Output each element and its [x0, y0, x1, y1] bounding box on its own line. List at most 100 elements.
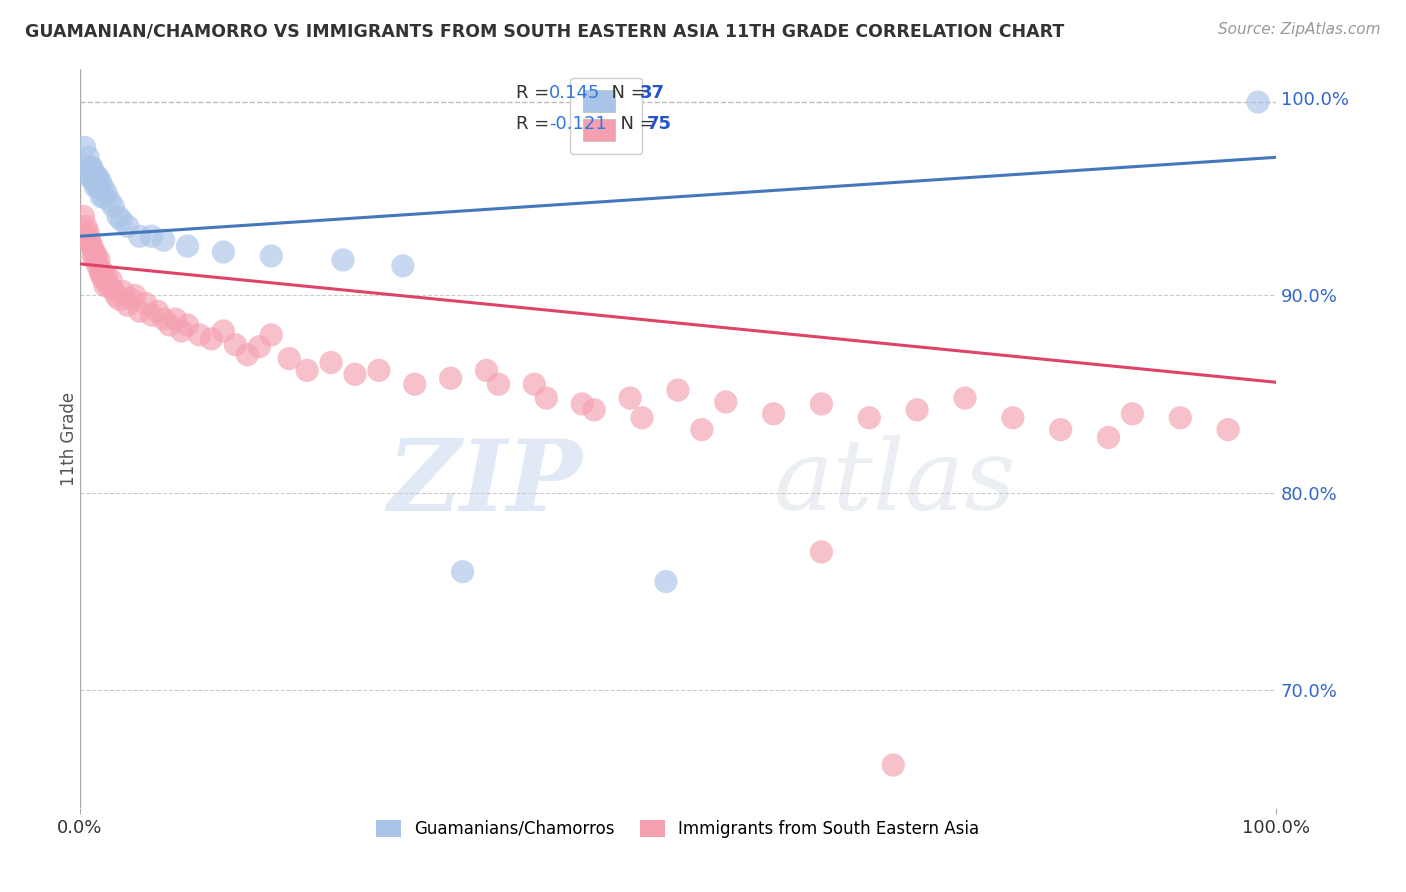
Point: [79, 237, 101, 252]
Point: [152, 312, 174, 326]
Point: [111, 213, 134, 227]
Point: [89, 174, 111, 188]
Point: [236, 348, 259, 362]
Text: R =: R =: [516, 115, 555, 133]
Point: [475, 363, 498, 377]
Point: [79, 169, 101, 184]
Point: [332, 252, 354, 267]
Point: [87, 259, 110, 273]
Point: [165, 312, 187, 326]
Point: [141, 229, 163, 244]
Point: [128, 229, 150, 244]
Point: [159, 318, 181, 332]
Point: [278, 351, 301, 366]
Point: [152, 233, 174, 247]
Point: [141, 308, 163, 322]
Point: [97, 278, 120, 293]
Point: [762, 407, 785, 421]
Point: [260, 249, 283, 263]
Point: [82, 249, 104, 263]
Point: [1049, 423, 1071, 437]
Point: [91, 180, 114, 194]
Point: [84, 252, 107, 267]
Point: [367, 363, 389, 377]
Point: [80, 160, 103, 174]
Point: [124, 288, 146, 302]
Point: [79, 233, 101, 247]
Text: GUAMANIAN/CHAMORRO VS IMMIGRANTS FROM SOUTH EASTERN ASIA 11TH GRADE CORRELATION : GUAMANIAN/CHAMORRO VS IMMIGRANTS FROM SO…: [25, 22, 1064, 40]
Point: [91, 265, 114, 279]
Point: [117, 298, 139, 312]
Point: [79, 160, 101, 174]
Point: [84, 180, 107, 194]
Point: [631, 410, 654, 425]
Point: [93, 273, 115, 287]
Point: [90, 268, 112, 283]
Point: [571, 397, 593, 411]
Point: [1247, 95, 1270, 109]
Point: [96, 268, 118, 283]
Point: [73, 140, 96, 154]
Point: [135, 296, 157, 310]
Point: [89, 265, 111, 279]
Point: [98, 194, 121, 208]
Point: [83, 174, 105, 188]
Point: [488, 377, 510, 392]
Text: atlas: atlas: [773, 435, 1017, 531]
Point: [224, 337, 246, 351]
Point: [451, 565, 474, 579]
Point: [111, 285, 134, 299]
Point: [108, 293, 131, 307]
Point: [103, 200, 125, 214]
Point: [176, 239, 198, 253]
Point: [87, 169, 110, 184]
Point: [1121, 407, 1143, 421]
Point: [1216, 423, 1239, 437]
Point: [1097, 430, 1119, 444]
Text: ZIP: ZIP: [387, 434, 582, 531]
Point: [319, 355, 342, 369]
Point: [260, 327, 283, 342]
Point: [79, 160, 101, 174]
Point: [714, 395, 737, 409]
Point: [72, 210, 94, 224]
Point: [104, 288, 127, 302]
Text: Source: ZipAtlas.com: Source: ZipAtlas.com: [1218, 22, 1381, 37]
Point: [77, 225, 100, 239]
Point: [82, 169, 104, 184]
Point: [87, 180, 110, 194]
Point: [77, 150, 100, 164]
Point: [655, 574, 678, 589]
Point: [536, 391, 558, 405]
Point: [75, 219, 97, 234]
Point: [87, 180, 110, 194]
Point: [882, 758, 904, 772]
Point: [80, 239, 103, 253]
Point: [212, 245, 235, 260]
Point: [96, 186, 118, 200]
Point: [80, 169, 103, 184]
Point: [1001, 410, 1024, 425]
Point: [404, 377, 426, 392]
Legend: Guamanians/Chamorros, Immigrants from South Eastern Asia: Guamanians/Chamorros, Immigrants from So…: [370, 813, 986, 845]
Text: N =: N =: [609, 115, 659, 133]
Point: [295, 363, 318, 377]
Point: [188, 327, 211, 342]
Point: [176, 318, 198, 332]
Point: [583, 402, 606, 417]
Point: [83, 166, 105, 180]
Point: [810, 397, 832, 411]
Text: N =: N =: [600, 84, 651, 102]
Point: [953, 391, 976, 405]
Point: [212, 324, 235, 338]
Text: 37: 37: [640, 84, 665, 102]
Point: [117, 219, 139, 234]
Point: [90, 190, 112, 204]
Point: [690, 423, 713, 437]
Point: [128, 304, 150, 318]
Point: [247, 340, 270, 354]
Point: [94, 278, 117, 293]
Point: [170, 324, 193, 338]
Point: [905, 402, 928, 417]
Text: 0.145: 0.145: [548, 84, 600, 102]
